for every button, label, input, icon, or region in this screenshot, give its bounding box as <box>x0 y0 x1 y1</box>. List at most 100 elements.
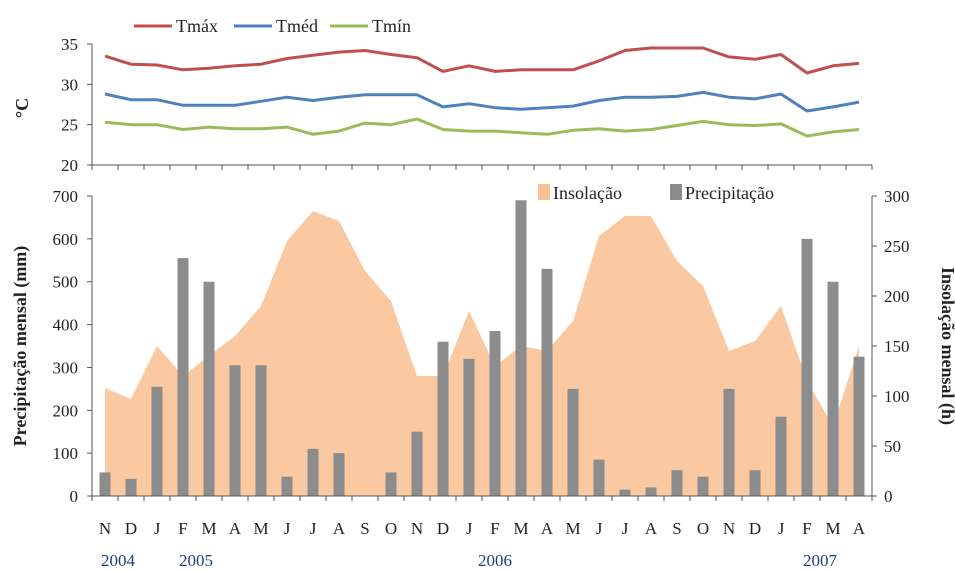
precipitacao-bar <box>801 238 813 496</box>
temperature-y-tick-label: 30 <box>61 75 78 94</box>
series-line-tmín <box>104 117 860 138</box>
precipitation-legend: Insolação Precipitação <box>538 183 774 203</box>
precipitacao-bar <box>203 281 215 496</box>
temperature-series <box>104 46 860 138</box>
month-label: A <box>853 519 866 538</box>
legend-swatch-insolacao <box>538 184 550 200</box>
insolation-y-tick-label: 250 <box>884 237 910 256</box>
month-label: N <box>99 519 111 538</box>
precipitacao-bar <box>749 470 761 496</box>
month-label: N <box>411 519 423 538</box>
month-label: J <box>622 519 629 538</box>
insolation-y-tick-label: 0 <box>884 487 893 506</box>
month-label: J <box>596 519 603 538</box>
month-label: M <box>825 519 840 538</box>
month-label: A <box>229 519 242 538</box>
month-label: M <box>513 519 528 538</box>
insolation-y-tick-label: 150 <box>884 337 910 356</box>
insolation-y-tick-label: 300 <box>884 187 910 206</box>
month-label: J <box>284 519 291 538</box>
precipitacao-bar <box>307 448 319 496</box>
precipitacao-bar <box>697 476 709 496</box>
precipitacao-bar <box>255 365 267 496</box>
precipitation-y-axis-title: Precipitação mensal (mm) <box>10 246 31 447</box>
precipitation-y-tick-label: 700 <box>53 187 79 206</box>
year-label: 2006 <box>478 551 512 570</box>
temperature-y-tick-label: 25 <box>61 116 78 135</box>
month-label: M <box>201 519 216 538</box>
precipitacao-bar <box>151 386 163 496</box>
insolation-y-tick-label: 200 <box>884 287 910 306</box>
precipitacao-bar <box>619 489 631 496</box>
month-label: M <box>565 519 580 538</box>
precipitation-y-tick-label: 200 <box>53 401 79 420</box>
precipitacao-bar <box>281 476 293 496</box>
precipitacao-bar <box>437 341 449 496</box>
insolation-y-axis-title: Insolação mensal (h) <box>937 267 955 425</box>
month-label: F <box>178 519 187 538</box>
precipitacao-bar <box>541 268 553 496</box>
legend-label: Tméd <box>276 16 318 36</box>
precipitacao-bar <box>177 258 189 496</box>
precipitacao-bar <box>671 470 683 496</box>
legend-label: Tmáx <box>176 16 218 36</box>
precipitacao-bar <box>385 472 397 496</box>
month-label: O <box>697 519 709 538</box>
legend-label: Tmín <box>372 16 411 36</box>
month-label: N <box>723 519 735 538</box>
precipitacao-bar-layer <box>99 200 865 497</box>
month-label: M <box>253 519 268 538</box>
series-line-tméd <box>104 90 860 113</box>
month-label: S <box>672 519 681 538</box>
month-label: J <box>310 519 317 538</box>
temperature-y-axis: 20 25 30 35 <box>61 35 873 175</box>
year-label: 2005 <box>179 551 213 570</box>
precipitation-y-tick-label: 0 <box>70 487 79 506</box>
insolacao-area-layer <box>105 211 859 496</box>
precipitacao-bar <box>723 388 735 496</box>
legend-label-insolacao: Insolação <box>553 183 622 203</box>
month-label: A <box>645 519 658 538</box>
precipitation-panel: 0 100 200 300 400 500 600 700 0 50 100 150 200 250 30… <box>10 183 955 570</box>
precipitacao-bar <box>463 358 475 496</box>
precipitacao-bar <box>853 356 865 496</box>
temperature-y-tick-label: 20 <box>61 156 78 175</box>
precipitation-y-tick-label: 300 <box>53 358 79 377</box>
month-label: S <box>360 519 369 538</box>
precipitacao-bar <box>411 431 423 496</box>
year-label: 2007 <box>803 551 838 570</box>
month-label: F <box>490 519 499 538</box>
temperature-y-axis-title: °C <box>12 98 32 118</box>
precipitation-y-tick-label: 600 <box>53 230 79 249</box>
precipitacao-bar <box>489 331 501 496</box>
month-label: A <box>333 519 346 538</box>
month-label: D <box>125 519 137 538</box>
precipitation-y-tick-label: 100 <box>53 444 79 463</box>
series-line-tmáx <box>104 46 860 75</box>
temperature-y-tick-label: 35 <box>61 35 78 54</box>
month-label: D <box>749 519 761 538</box>
precipitacao-bar <box>229 365 241 496</box>
temperature-panel: Tmáx Tméd Tmín 20 25 30 35 °C <box>12 16 873 175</box>
precipitation-y-ticks: 0 100 200 300 400 500 600 700 <box>53 187 92 506</box>
precipitacao-bar <box>775 416 787 496</box>
precipitation-y-tick-label: 400 <box>53 316 79 335</box>
precipitation-y-tick-label: 500 <box>53 273 79 292</box>
precipitacao-bar <box>333 453 345 496</box>
year-labels: 2004 2005 2006 2007 <box>101 551 838 570</box>
insolation-y-tick-label: 100 <box>884 387 910 406</box>
insolation-y-ticks: 0 50 100 150 200 250 300 <box>872 187 910 506</box>
precipitacao-bar <box>515 200 527 497</box>
month-label: J <box>778 519 785 538</box>
precipitacao-bar <box>567 388 579 496</box>
month-label: A <box>541 519 554 538</box>
precipitacao-bar <box>645 487 657 496</box>
month-label: D <box>437 519 449 538</box>
insolacao-area <box>105 211 859 496</box>
temperature-legend: Tmáx Tméd Tmín <box>134 16 411 36</box>
insolation-y-tick-label: 50 <box>884 437 901 456</box>
legend-swatch-precipitacao <box>670 184 682 200</box>
precipitacao-bar <box>827 281 839 496</box>
